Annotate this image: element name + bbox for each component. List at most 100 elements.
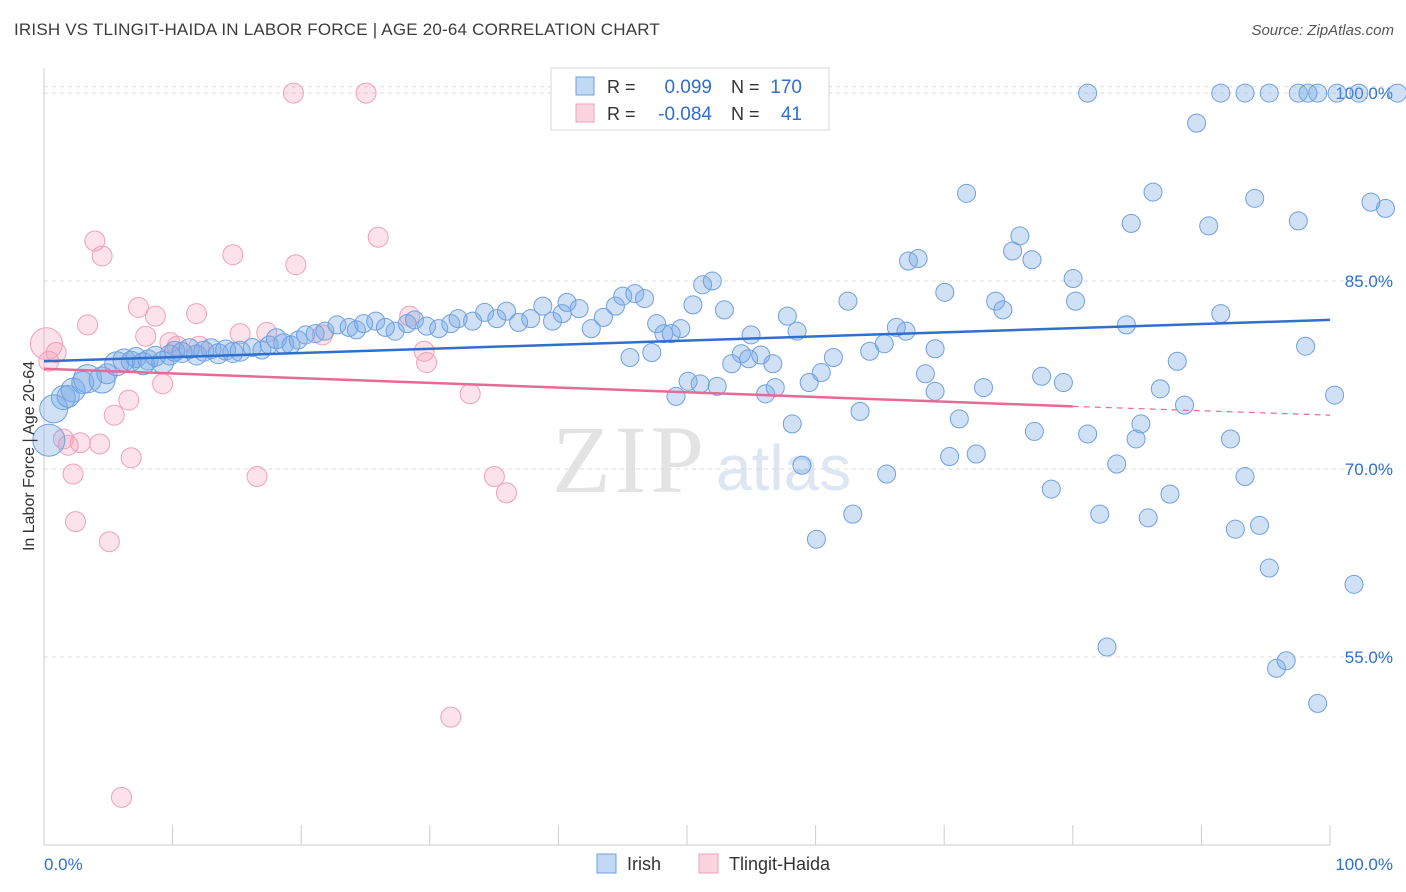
irish-point bbox=[678, 371, 698, 391]
x-tick-label-min: 0.0% bbox=[44, 855, 83, 874]
irish-point bbox=[1325, 385, 1345, 405]
irish-point bbox=[509, 312, 529, 332]
irish-point bbox=[874, 334, 894, 354]
legend-r-value-irish: 0.099 bbox=[664, 77, 712, 98]
legend-r-label-tlingit-haida: R = bbox=[607, 104, 636, 124]
irish-point bbox=[683, 295, 703, 315]
irish-point bbox=[1259, 83, 1279, 103]
irish-point bbox=[354, 314, 374, 334]
irish-point bbox=[1221, 429, 1240, 449]
legend-n-label-irish: N = bbox=[731, 77, 760, 97]
irish-point bbox=[1288, 83, 1308, 103]
irish-point bbox=[487, 309, 507, 329]
irish-point bbox=[850, 401, 870, 421]
irish-point bbox=[886, 317, 906, 337]
tlingit-haida-point bbox=[110, 786, 132, 808]
irish-point bbox=[448, 309, 468, 329]
y-tick-label: 55.0% bbox=[1345, 648, 1393, 667]
irish-point bbox=[569, 299, 589, 319]
irish-point bbox=[949, 409, 969, 429]
tlingit-haida-point bbox=[135, 325, 157, 347]
irish-point bbox=[925, 339, 945, 359]
tlingit-haida-point bbox=[144, 305, 166, 327]
irish-point bbox=[581, 319, 601, 339]
irish-point bbox=[496, 301, 516, 321]
tlingit-haida-point bbox=[91, 245, 113, 267]
legend-n-value-irish: 170 bbox=[770, 77, 802, 98]
irish-point bbox=[647, 314, 667, 334]
irish-point bbox=[475, 302, 495, 322]
series-legend-label-tlingit-haida: Tlingit-Haida bbox=[729, 854, 831, 874]
tlingit-haida-point bbox=[98, 531, 120, 553]
tlingit-haida-point bbox=[367, 226, 389, 248]
irish-point bbox=[327, 315, 347, 335]
tlingit-haida-point bbox=[246, 466, 268, 488]
irish-point bbox=[1250, 515, 1270, 535]
source-label: Source: ZipAtlas.com bbox=[1251, 22, 1394, 39]
irish-point bbox=[1143, 182, 1163, 202]
legend-r-value-tlingit-haida: -0.084 bbox=[658, 104, 712, 125]
tlingit-haida-point bbox=[152, 373, 174, 395]
tlingit-haida-point bbox=[89, 433, 111, 455]
tlingit-haida-point bbox=[229, 323, 251, 345]
irish-point bbox=[1160, 484, 1180, 504]
tlingit-haida-point bbox=[64, 511, 86, 533]
tlingit-haida-point bbox=[69, 432, 91, 454]
irish-point bbox=[1211, 83, 1231, 103]
irish-point bbox=[1121, 213, 1141, 233]
legend-r-label-irish: R = bbox=[607, 77, 636, 97]
irish-point bbox=[346, 320, 366, 340]
correlation-legend: R = 0.099 N = 170 R = -0.084 N = 41 bbox=[550, 67, 830, 131]
irish-point bbox=[1267, 658, 1287, 678]
tlingit-haida-point bbox=[118, 389, 140, 411]
irish-point bbox=[925, 381, 945, 401]
irish-point bbox=[557, 292, 577, 312]
irish-point bbox=[896, 321, 916, 341]
tlingit-haida-point bbox=[77, 314, 99, 336]
series-legend: Irish Tlingit-Haida bbox=[596, 853, 831, 874]
irish-point bbox=[1388, 83, 1406, 103]
grid bbox=[44, 86, 1393, 658]
tlingit-haida-point bbox=[186, 303, 208, 325]
watermark-zip: ZIP bbox=[552, 406, 708, 513]
irish-point bbox=[1066, 291, 1086, 311]
irish-point bbox=[366, 311, 386, 331]
irish-point bbox=[1276, 651, 1296, 671]
irish-point bbox=[777, 306, 797, 326]
legend-n-label-tlingit-haida: N = bbox=[731, 104, 760, 124]
tlingit-haida-points bbox=[29, 82, 517, 808]
irish-point bbox=[1131, 414, 1151, 434]
irish-point bbox=[1288, 211, 1308, 231]
irish-point bbox=[993, 300, 1013, 320]
irish-point bbox=[339, 317, 359, 337]
irish-point bbox=[1259, 558, 1279, 578]
x-ticks bbox=[43, 825, 1331, 845]
irish-point bbox=[666, 386, 686, 406]
tlingit-haida-point bbox=[45, 341, 67, 363]
irish-point bbox=[605, 296, 625, 316]
irish-point bbox=[1375, 198, 1395, 218]
irish-point bbox=[1126, 429, 1146, 449]
irish-point bbox=[1041, 479, 1061, 499]
irish-point bbox=[1032, 366, 1052, 386]
tlingit-haida-point bbox=[127, 296, 149, 318]
irish-point bbox=[385, 321, 405, 341]
irish-point bbox=[957, 183, 977, 203]
tlingit-haida-point bbox=[62, 463, 84, 485]
irish-point bbox=[1187, 113, 1207, 133]
irish-point bbox=[823, 347, 843, 367]
irish-point bbox=[806, 529, 826, 549]
irish-point bbox=[838, 291, 858, 311]
series-legend-swatch-irish bbox=[596, 853, 617, 874]
irish-point bbox=[625, 284, 645, 304]
y-tick-label: 100.0% bbox=[1335, 84, 1393, 103]
irish-point bbox=[96, 363, 118, 385]
irish-point bbox=[1078, 83, 1098, 103]
irish-point bbox=[1138, 508, 1158, 528]
irish-point bbox=[543, 311, 562, 331]
irish-point bbox=[1327, 83, 1347, 103]
irish-point bbox=[315, 321, 335, 341]
irish-point bbox=[1308, 693, 1328, 713]
irish-point bbox=[671, 319, 691, 339]
irish-point bbox=[741, 325, 761, 345]
